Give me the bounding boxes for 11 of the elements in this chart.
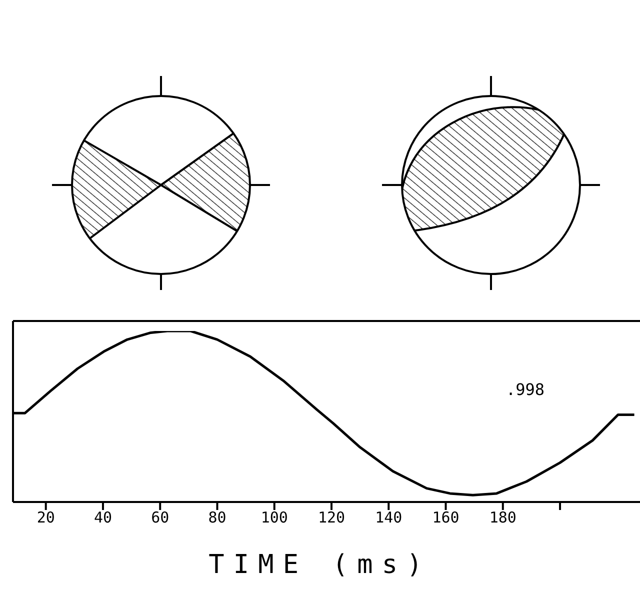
x-tick-label: 120	[318, 508, 346, 527]
x-tick-label: 160	[432, 508, 460, 527]
x-tick-label: 60	[151, 508, 170, 527]
annotation: .998	[506, 380, 545, 399]
x-axis-title: TIME (ms)	[208, 550, 432, 580]
x-tick-label: 80	[208, 508, 226, 527]
x-tick-label: 180	[489, 508, 516, 527]
x-tick-label: 100	[260, 508, 288, 527]
x-tick-label: 40	[94, 508, 112, 527]
x-tick-label: 140	[375, 508, 402, 527]
x-tick-label: 20	[36, 508, 55, 527]
